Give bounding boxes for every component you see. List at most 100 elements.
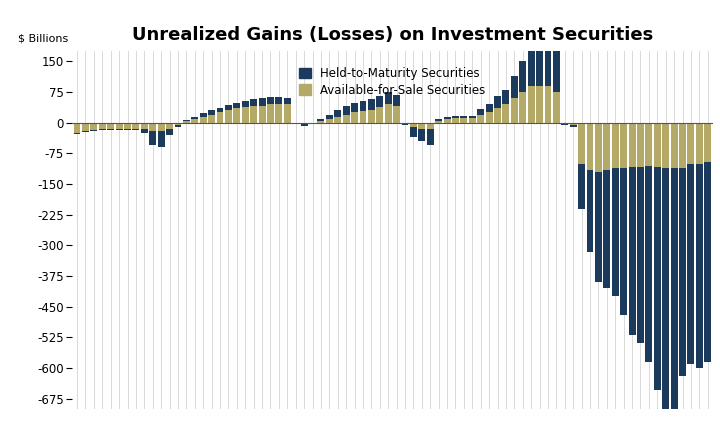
Bar [149, 131, 156, 145]
Bar [402, 123, 408, 125]
Bar [494, 96, 501, 108]
Bar [519, 92, 526, 123]
Bar [503, 90, 509, 104]
Bar [99, 129, 106, 130]
Bar [233, 103, 240, 108]
Bar [410, 123, 417, 127]
Bar [477, 109, 484, 115]
Bar [570, 125, 577, 127]
Bar [183, 120, 190, 121]
Bar [393, 106, 400, 123]
Bar [477, 115, 484, 123]
Bar [620, 123, 627, 168]
Legend: Held-to-Maturity Securities, Available-for-Sale Securities: Held-to-Maturity Securities, Available-f… [294, 62, 490, 101]
Bar [418, 123, 426, 129]
Bar [435, 121, 442, 123]
Bar [654, 167, 661, 390]
Bar [183, 121, 190, 123]
Bar [393, 95, 400, 106]
Text: $ Billions: $ Billions [17, 34, 68, 44]
Bar [284, 104, 291, 123]
Bar [696, 164, 703, 368]
Bar [427, 123, 433, 129]
Bar [528, 86, 535, 123]
Bar [192, 118, 198, 123]
Bar [511, 98, 518, 123]
Bar [377, 96, 383, 107]
Bar [384, 104, 392, 123]
Bar [486, 104, 492, 112]
Bar [603, 170, 611, 288]
Bar [662, 168, 669, 425]
Bar [301, 123, 307, 124]
Bar [377, 107, 383, 123]
Bar [192, 117, 198, 118]
Bar [267, 97, 274, 104]
Bar [544, 37, 552, 86]
Bar [149, 123, 156, 131]
Bar [460, 118, 467, 123]
Bar [452, 116, 459, 118]
Bar [544, 86, 552, 123]
Bar [679, 168, 686, 376]
Bar [486, 112, 492, 123]
Bar [292, 123, 299, 124]
Bar [258, 106, 266, 123]
Bar [99, 123, 106, 129]
Bar [199, 113, 207, 117]
Bar [595, 123, 602, 172]
Bar [351, 112, 358, 123]
Bar [82, 123, 89, 131]
Bar [629, 123, 636, 167]
Bar [469, 116, 476, 118]
Bar [141, 123, 148, 129]
Bar [444, 118, 451, 123]
Bar [460, 116, 467, 118]
Bar [208, 110, 215, 115]
Bar [276, 97, 282, 104]
Bar [427, 129, 433, 145]
Bar [645, 166, 652, 362]
Bar [242, 101, 248, 107]
Bar [141, 129, 148, 133]
Bar [519, 61, 526, 92]
Bar [587, 170, 593, 251]
Bar [562, 123, 568, 125]
Bar [166, 123, 173, 129]
Bar [208, 115, 215, 123]
Bar [494, 108, 501, 123]
Bar [536, 39, 543, 86]
Bar [384, 92, 392, 104]
Bar [359, 101, 366, 111]
Bar [301, 124, 307, 126]
Bar [670, 168, 678, 426]
Bar [132, 129, 140, 130]
Bar [343, 106, 350, 115]
Bar [250, 106, 257, 123]
Bar [267, 104, 274, 123]
Bar [578, 123, 585, 164]
Bar [553, 39, 560, 92]
Bar [242, 107, 248, 123]
Bar [326, 115, 333, 118]
Bar [435, 118, 442, 121]
Bar [124, 129, 131, 130]
Bar [637, 123, 644, 167]
Bar [368, 109, 375, 123]
Bar [637, 167, 644, 343]
Bar [620, 168, 627, 315]
Bar [343, 115, 350, 123]
Bar [318, 118, 325, 121]
Bar [116, 123, 122, 129]
Bar [578, 164, 585, 209]
Bar [696, 123, 703, 164]
Bar [452, 118, 459, 123]
Bar [469, 118, 476, 123]
Bar [258, 98, 266, 106]
Bar [250, 99, 257, 106]
Bar [645, 123, 652, 166]
Bar [132, 123, 140, 129]
Bar [603, 123, 611, 170]
Bar [410, 127, 417, 137]
Bar [511, 76, 518, 98]
